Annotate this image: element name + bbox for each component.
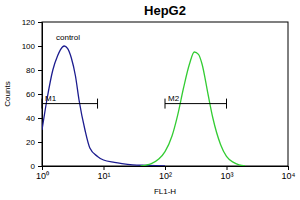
y-tick-label: 120 [22, 18, 36, 27]
y-tick-mark [38, 70, 42, 71]
gate: M1 [42, 94, 98, 109]
y-tick: 120 [22, 18, 42, 27]
x-axis-title: FL1-H [154, 187, 176, 196]
y-tick: 60 [26, 90, 42, 99]
x-tick-mark [104, 166, 105, 170]
y-tick: 80 [26, 66, 42, 75]
series-group [42, 46, 245, 166]
x-tick-label: 10¹ [97, 171, 110, 181]
chart: 10⁰ 10¹ 10² 10³ 10⁴ 0 20 40 60 80 100 120 M1 M2 contro… [0, 0, 300, 200]
gate-end [97, 99, 98, 109]
y-tick-label: 100 [22, 42, 36, 51]
x-tick-mark [288, 166, 289, 170]
x-tick-label: 10⁴ [282, 171, 296, 181]
x-axis: 10⁰ 10¹ 10² 10³ 10⁴ [36, 166, 296, 181]
x-tick: 10³ [220, 166, 233, 181]
y-tick-label: 40 [26, 114, 35, 123]
gate: M2 [165, 94, 227, 109]
x-tick-label: 10³ [220, 171, 233, 181]
x-tick: 10⁰ [36, 166, 49, 181]
x-tick-label: 10⁰ [36, 171, 49, 181]
gate-end [226, 99, 227, 109]
x-tick: 10⁴ [282, 166, 296, 181]
histogram-line [42, 46, 165, 166]
y-tick-label: 80 [26, 66, 35, 75]
y-tick-label: 60 [26, 90, 35, 99]
gate-end [165, 99, 166, 109]
gate-end [42, 99, 43, 109]
y-tick-mark [38, 22, 42, 23]
gate-line [165, 103, 227, 104]
y-axis-line [38, 23, 43, 167]
plot: 10⁰ 10¹ 10² 10³ 10⁴ 0 20 40 60 80 100 120 M1 M2 contro… [22, 18, 296, 181]
plot-frame [42, 22, 288, 166]
y-tick-mark [38, 46, 42, 47]
x-axis-line [43, 167, 289, 171]
title: HepG2 [144, 3, 186, 18]
annotation: control [56, 33, 80, 42]
y-tick-label: 0 [31, 162, 36, 171]
y-tick: 40 [26, 114, 42, 123]
gate-line [42, 103, 98, 104]
y-tick: 100 [22, 42, 42, 51]
y-tick: 0 [31, 162, 42, 171]
y-tick-mark [38, 118, 42, 119]
gate-label: M2 [168, 94, 180, 103]
x-tick: 10¹ [97, 166, 110, 181]
y-axis: 0 20 40 60 80 100 120 [22, 18, 43, 171]
y-tick-label: 20 [26, 138, 35, 147]
y-tick-mark [38, 142, 42, 143]
gate-label: M1 [45, 94, 57, 103]
x-tick: 10² [159, 166, 172, 181]
y-tick: 20 [26, 138, 42, 147]
x-tick-mark [165, 166, 166, 170]
x-tick-mark [227, 166, 228, 170]
y-tick-mark [38, 166, 42, 167]
y-axis-title: Counts [3, 81, 12, 106]
histogram-line [141, 52, 245, 166]
x-tick-label: 10² [159, 171, 172, 181]
y-tick-mark [38, 94, 42, 95]
